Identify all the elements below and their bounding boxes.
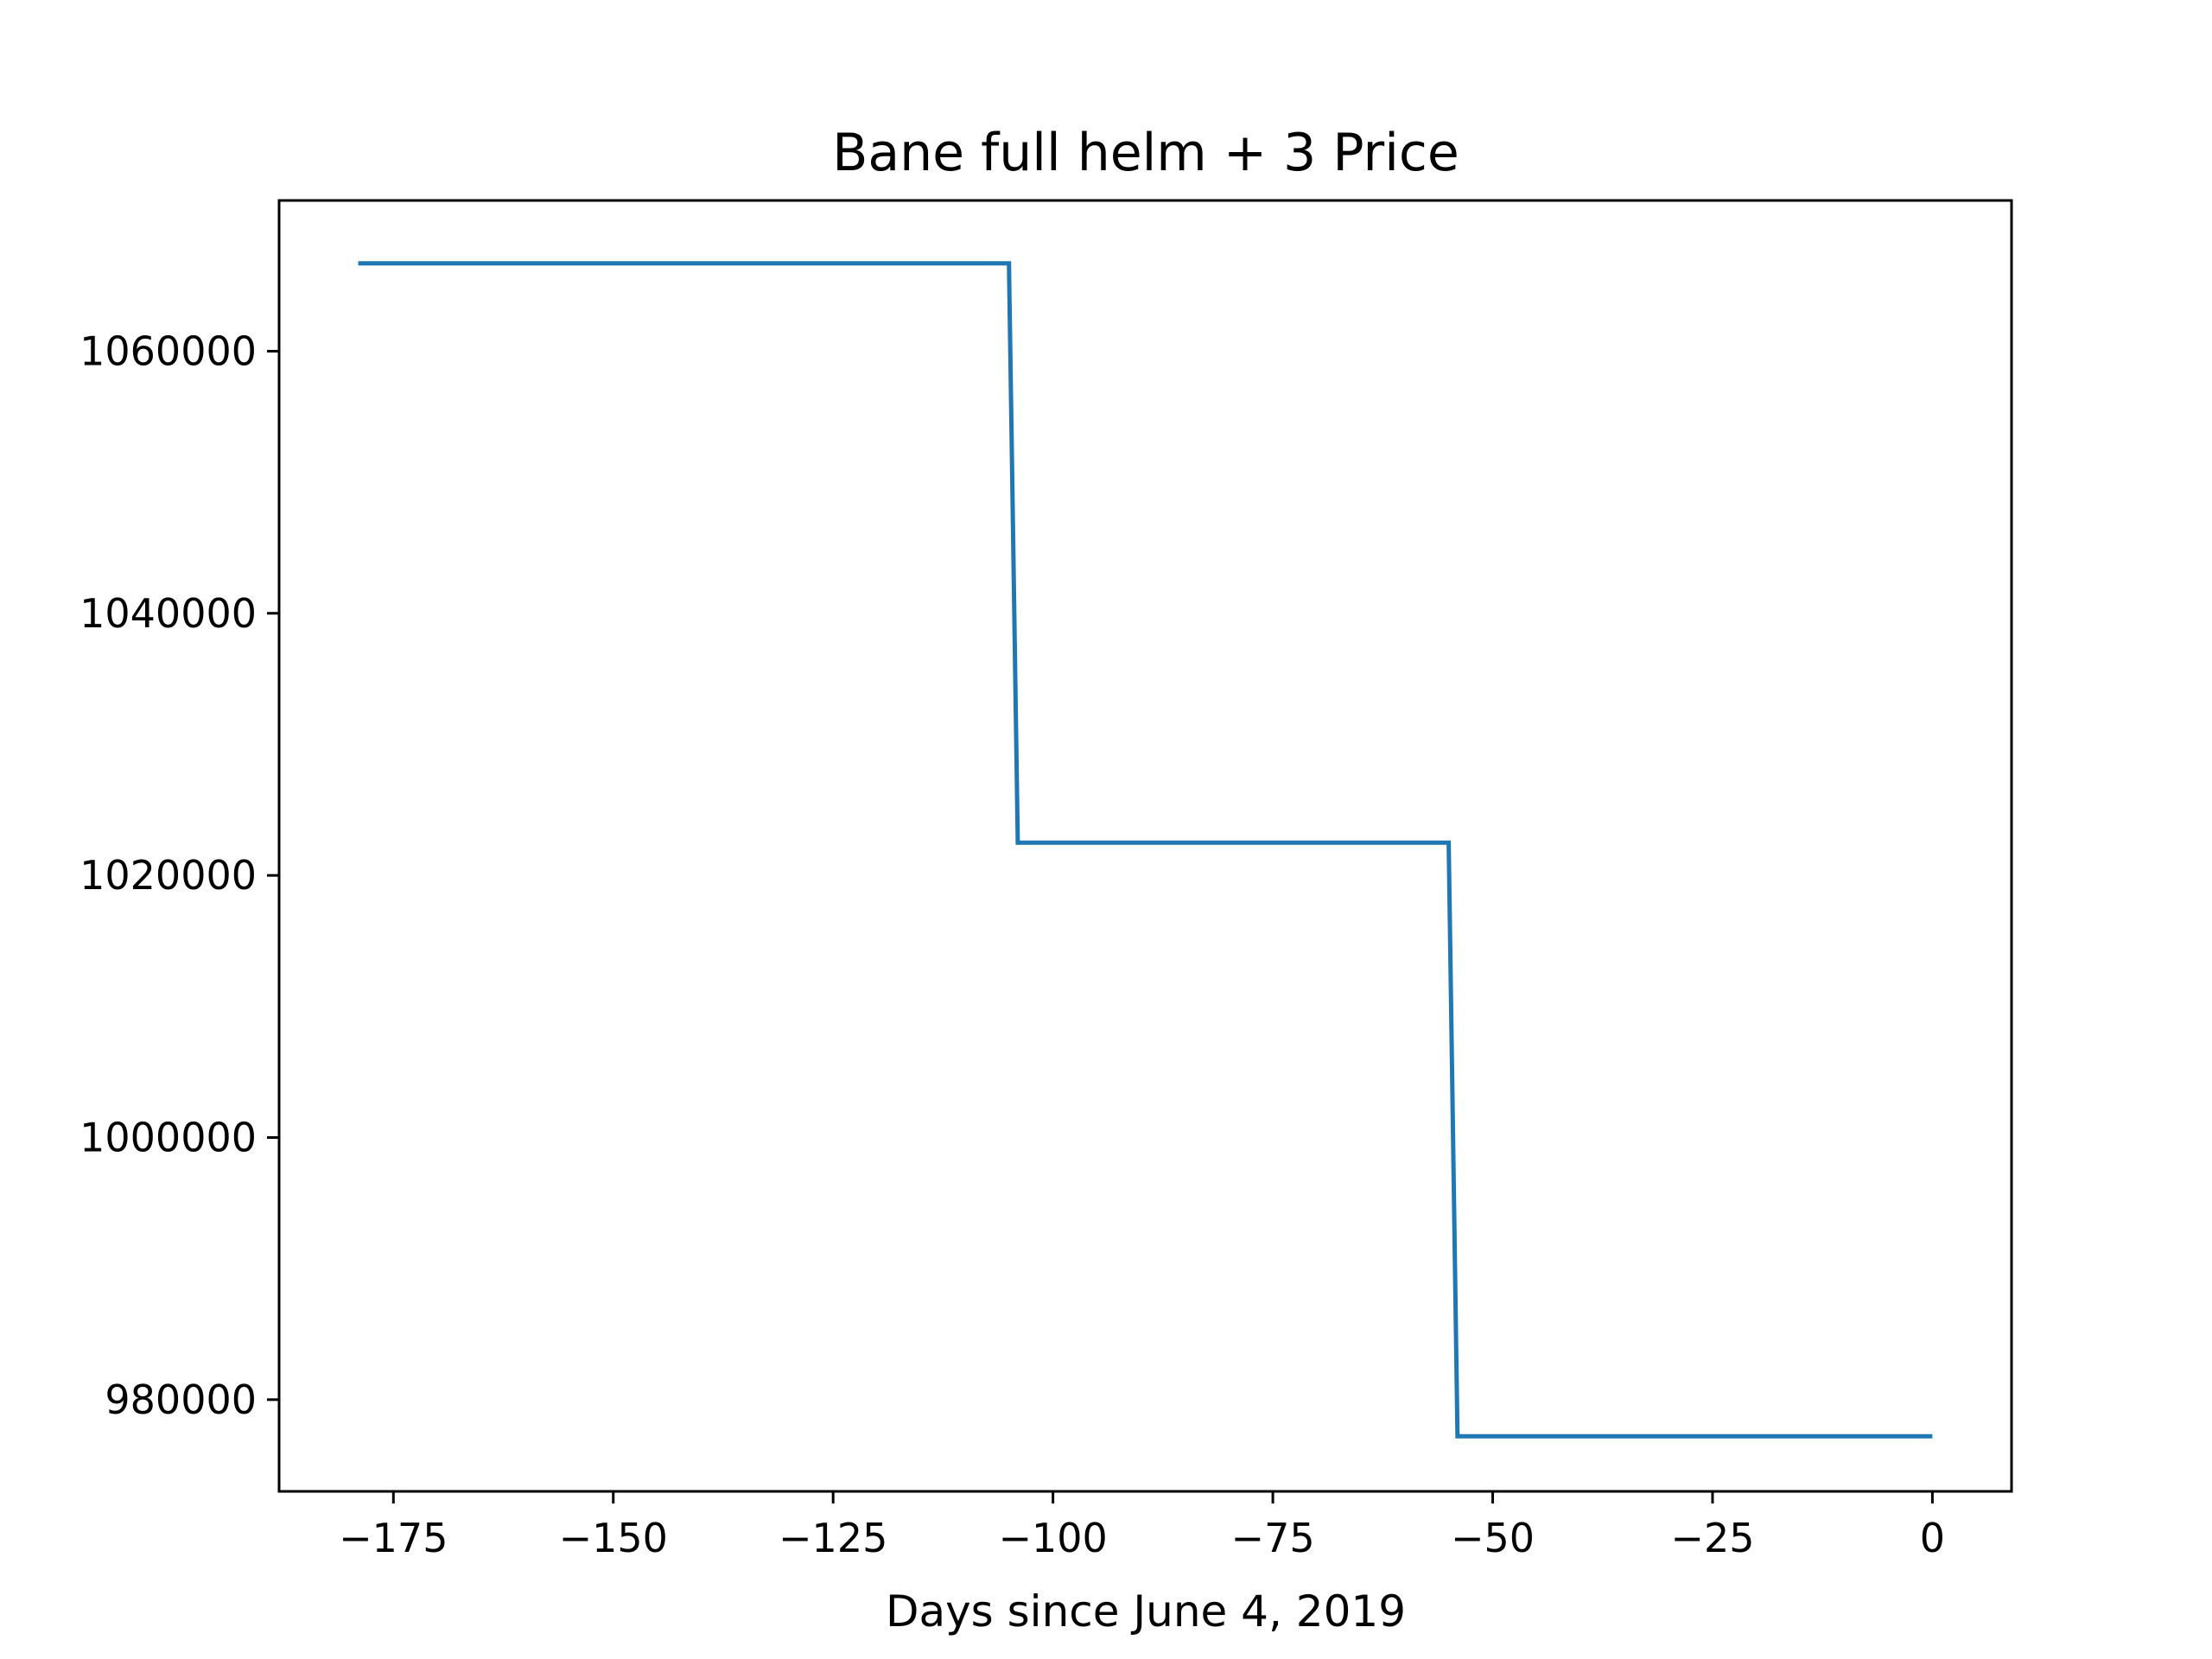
y-tick-label: 1040000 (79, 590, 257, 637)
plot-area-frame (277, 199, 2013, 1493)
x-tick-label: 0 (1920, 1515, 1945, 1561)
price-series-line (358, 261, 1933, 1439)
x-tick-label: −25 (1670, 1515, 1754, 1561)
x-tick-label: −125 (779, 1515, 887, 1561)
y-tick-label: 1000000 (79, 1114, 257, 1160)
plot-layer: −175 −150 −125 −100 −75 −50 −25 0 980000 1000000 1… (79, 261, 1945, 1561)
y-tick-label: 1060000 (79, 327, 257, 374)
y-tick-label: 980000 (105, 1376, 257, 1423)
x-axis-label: Days since June 4, 2019 (886, 1586, 1406, 1637)
x-tick-label: −150 (559, 1515, 668, 1561)
x-tick-label: −100 (998, 1515, 1107, 1561)
y-tick-label: 1020000 (79, 852, 257, 899)
chart-title: Bane full helm + 3 Price (832, 123, 1459, 183)
x-tick-label: −50 (1451, 1515, 1535, 1561)
x-tick-label: −75 (1231, 1515, 1315, 1561)
x-tick-label: −175 (339, 1515, 448, 1561)
